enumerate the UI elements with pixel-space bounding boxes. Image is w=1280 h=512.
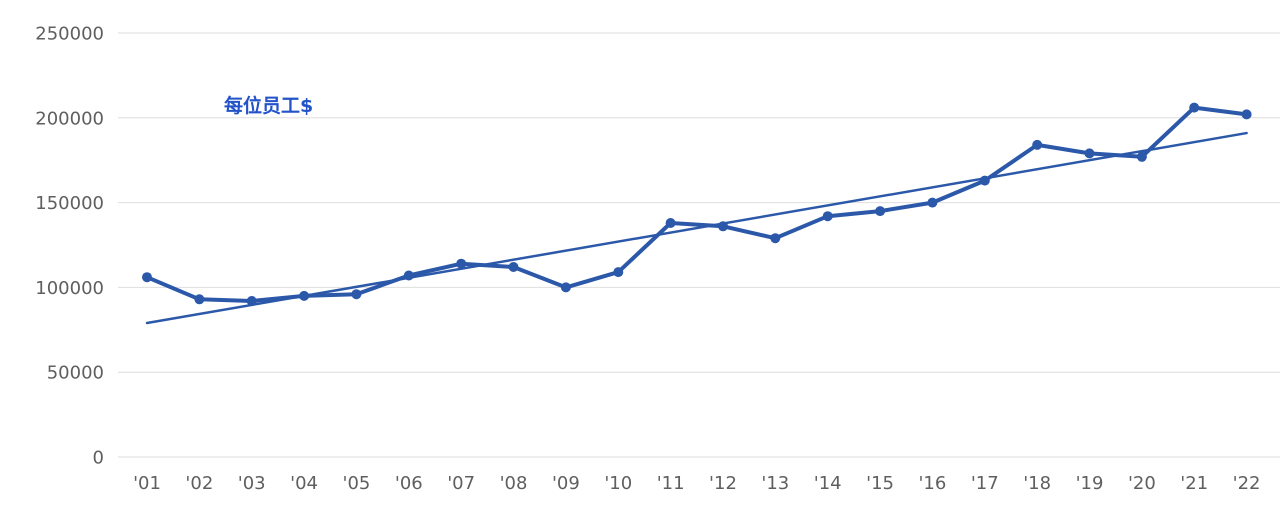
x-tick-label: '01 [133, 473, 161, 494]
x-tick-label: '16 [918, 473, 946, 494]
x-tick-label: '17 [971, 473, 999, 494]
series-line [145, 105, 1249, 303]
series-label: 每位员工$ [224, 94, 313, 117]
data-point-20 [1136, 151, 1147, 162]
data-point-14 [822, 211, 833, 222]
x-tick-label: '21 [1180, 473, 1208, 494]
x-tick-label: '09 [552, 473, 580, 494]
data-point-03 [246, 296, 257, 306]
data-points [142, 102, 1252, 306]
x-tick-label: '05 [343, 473, 371, 494]
x-tick-label: '19 [1076, 473, 1104, 494]
data-point-07 [456, 258, 467, 269]
data-point-22 [1241, 109, 1252, 120]
y-axis-labels: 0 50000 100000 150000 200000 250000 [35, 24, 104, 469]
data-point-10 [613, 267, 624, 278]
trendline-segment [145, 131, 1248, 325]
data-point-08 [508, 262, 519, 272]
y-tick-label: 200000 [35, 108, 104, 129]
y-tick-label: 150000 [35, 193, 104, 214]
x-tick-label: '22 [1233, 473, 1261, 494]
x-axis-labels: '01 '02 '03 '04 '05 '06 '07 '08 '09 '10 '11 '12 '13 '… [133, 473, 1260, 494]
x-tick-label: '04 [290, 473, 318, 494]
data-point-05 [351, 289, 362, 300]
x-tick-label: '14 [814, 473, 842, 494]
data-point-19 [1084, 148, 1095, 159]
y-tick-label: 250000 [35, 24, 104, 45]
x-tick-label: '18 [1023, 473, 1051, 494]
data-point-15 [875, 206, 886, 217]
data-point-13 [770, 233, 781, 244]
y-tick-label: 50000 [47, 363, 104, 384]
data-point-09 [560, 282, 571, 293]
data-point-04 [299, 290, 310, 301]
x-tick-label: '20 [1128, 473, 1156, 494]
x-tick-label: '06 [395, 473, 423, 494]
x-tick-label: '15 [866, 473, 894, 494]
data-point-02 [194, 294, 205, 305]
x-tick-label: '08 [500, 473, 528, 494]
gridlines [118, 32, 1280, 458]
data-series [145, 105, 1249, 303]
y-tick-label: 100000 [35, 278, 104, 299]
data-point-12 [718, 221, 728, 232]
data-point-11 [665, 218, 676, 228]
data-point-06 [403, 270, 414, 281]
x-tick-label: '10 [604, 473, 632, 494]
x-tick-label: '11 [657, 473, 685, 494]
x-tick-label: '03 [238, 473, 266, 494]
x-tick-label: '13 [761, 473, 789, 494]
data-point-17 [979, 175, 990, 186]
trendline [145, 131, 1248, 325]
data-point-01 [142, 272, 152, 283]
data-point-21 [1189, 102, 1200, 113]
x-tick-label: '07 [447, 473, 475, 494]
x-tick-label: '12 [709, 473, 737, 494]
x-tick-label: '02 [185, 473, 213, 494]
data-point-16 [927, 197, 938, 208]
y-tick-label: 0 [93, 448, 104, 469]
data-point-18 [1032, 139, 1043, 150]
